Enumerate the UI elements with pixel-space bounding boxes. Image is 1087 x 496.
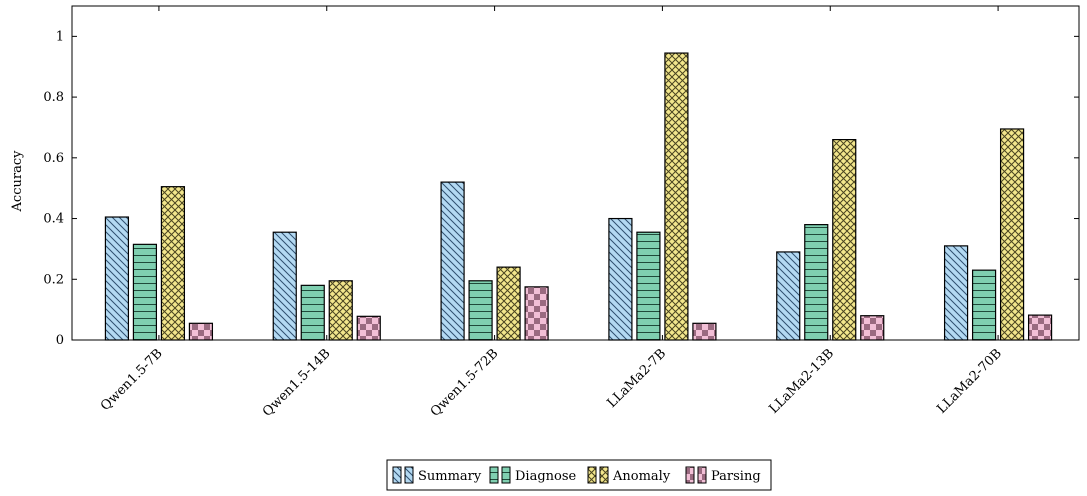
bar-anomaly-llama2-70b	[999, 128, 1025, 341]
bar-diagnose-qwen1.5-72b	[468, 280, 493, 341]
bar-anomaly-qwen1.5-7b	[160, 186, 186, 341]
y-tick-label: 0.6	[43, 151, 64, 166]
bar-anomaly-llama2-7b	[664, 52, 689, 341]
legend-swatch	[599, 466, 609, 484]
legend-label: Diagnose	[515, 469, 577, 484]
bar-anomaly-qwen1.5-72b	[496, 266, 521, 341]
bar-summary-qwen1.5-14b	[272, 231, 297, 341]
y-tick-label: 0.2	[43, 272, 64, 287]
bar-diagnose-qwen1.5-14b	[300, 284, 325, 341]
x-tick-label: Qwen1.5-7B	[98, 346, 166, 414]
bar-parsing-llama2-70b	[1027, 314, 1053, 341]
bar-diagnose-llama2-70b	[971, 269, 997, 341]
legend-swatch	[587, 466, 597, 484]
legend-swatch	[697, 466, 707, 484]
legend-swatch	[404, 466, 414, 484]
legend-item-diagnose: Diagnose	[489, 466, 577, 484]
legend-label: Parsing	[711, 469, 761, 484]
legend-swatch	[501, 466, 511, 484]
y-tick-label: 0.8	[43, 90, 64, 105]
legend-swatch	[392, 466, 402, 484]
legend-label: Anomaly	[612, 469, 671, 484]
plot-axes	[71, 5, 1080, 341]
y-tick-label: 1	[56, 29, 64, 44]
x-tick-label: Qwen1.5-72B	[428, 346, 502, 420]
x-tick-label: LLaMa2-70B	[934, 346, 1005, 417]
legend-box	[386, 459, 772, 491]
y-tick-label: 0	[56, 333, 64, 348]
bar-diagnose-llama2-13b	[804, 224, 829, 341]
y-tick-label: 0.4	[43, 212, 64, 227]
y-axis-ticks: 0 0.2 0.4 0.6 0.8 1	[43, 29, 1079, 348]
bar-parsing-qwen1.5-72b	[524, 286, 549, 341]
bar-summary-llama2-70b	[943, 245, 969, 341]
legend-swatch	[489, 466, 499, 484]
x-tick-label: LLaMa2-13B	[766, 346, 837, 417]
plot-frame	[71, 5, 1080, 341]
x-tick-label: LLaMa2-7B	[604, 346, 669, 411]
bar-parsing-llama2-7b	[692, 322, 717, 341]
bar-diagnose-qwen1.5-7b	[132, 243, 158, 341]
bar-summary-llama2-13b	[776, 251, 801, 341]
bar-diagnose-llama2-7b	[636, 231, 661, 341]
bar-parsing-llama2-13b	[860, 315, 885, 341]
x-axis-ticks: Qwen1.5-7B Qwen1.5-14B Qwen1.5-72B LLaMa2-7…	[98, 6, 1005, 420]
bar-summary-qwen1.5-72b	[440, 181, 465, 341]
bar-parsing-qwen1.5-14b	[356, 315, 381, 341]
y-axis-title: Accuracy	[10, 150, 25, 213]
legend-label: Summary	[418, 469, 482, 484]
legend-item-anomaly: Anomaly	[587, 466, 671, 484]
x-tick-label: Qwen1.5-14B	[260, 346, 334, 420]
bar-anomaly-llama2-13b	[832, 139, 857, 341]
legend: Summary Diagnose Anomaly Parsing	[386, 459, 772, 491]
bar-parsing-qwen1.5-7b	[188, 322, 214, 341]
bar-summary-llama2-7b	[608, 217, 633, 341]
legend-item-parsing: Parsing	[685, 466, 761, 484]
bar-series	[104, 52, 1053, 341]
bar-summary-qwen1.5-7b	[104, 216, 130, 341]
bar-anomaly-qwen1.5-14b	[328, 280, 353, 341]
legend-item-summary: Summary	[392, 466, 482, 484]
legend-swatch	[685, 466, 695, 484]
